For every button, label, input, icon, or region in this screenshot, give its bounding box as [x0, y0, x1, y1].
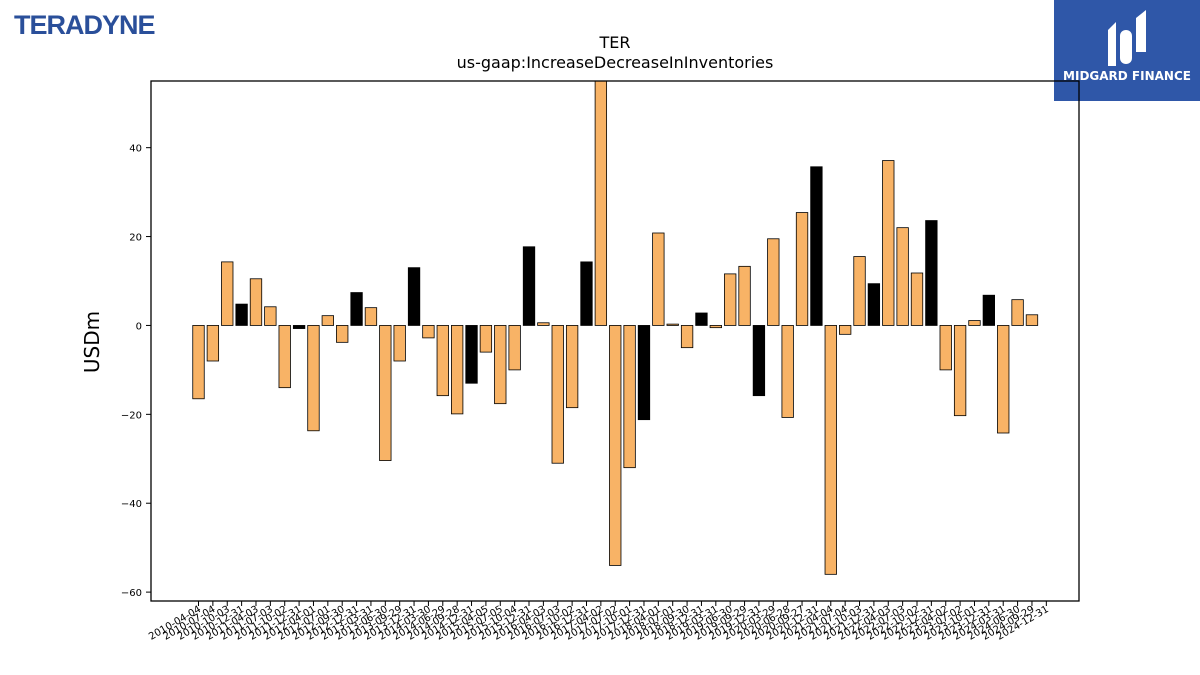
y-tick-label: −20 [121, 410, 142, 421]
bar [1025, 314, 1039, 326]
bar [680, 325, 694, 349]
bar [968, 320, 981, 326]
bar [695, 312, 708, 326]
bar [810, 166, 823, 326]
bar [422, 325, 435, 339]
bar [997, 325, 1010, 434]
bar [594, 81, 608, 326]
bar [235, 303, 248, 326]
bar [839, 325, 852, 335]
bar [795, 212, 809, 326]
bar [379, 325, 392, 461]
y-tick-label: 20 [129, 233, 142, 244]
bar [292, 325, 306, 329]
bar [264, 306, 277, 326]
bar [336, 325, 349, 343]
bar [1011, 299, 1024, 326]
bar [882, 160, 895, 326]
bar [278, 325, 291, 389]
bar [982, 294, 995, 326]
bar [623, 325, 636, 469]
bar [853, 256, 866, 326]
bar [939, 325, 952, 371]
teradyne-logo: TERADYNE [14, 10, 156, 40]
bar [192, 325, 205, 400]
y-axis: −60 −40 −20 0 20 40 [121, 144, 151, 599]
midgard-finance-badge: MIDGARD FINANCE [1054, 0, 1200, 101]
bar [436, 325, 449, 397]
bar [522, 246, 536, 326]
bar [609, 325, 622, 566]
y-tick-label: 40 [129, 144, 142, 155]
bar [896, 227, 909, 326]
bar [393, 325, 406, 362]
bar [910, 272, 924, 326]
bar [551, 325, 564, 464]
bar [824, 325, 837, 575]
bar [307, 325, 320, 432]
bar [407, 267, 421, 326]
bar [953, 325, 967, 417]
bar [465, 325, 478, 384]
y-tick-label: 0 [136, 321, 142, 332]
y-tick-label: −60 [121, 588, 142, 599]
x-axis: 2010-04-042010-07-042010-10-032010-12-31… [147, 601, 1051, 643]
bar [781, 325, 794, 418]
plot-frame [150, 80, 1080, 602]
bar [537, 322, 550, 326]
bar [867, 283, 881, 326]
bar [321, 315, 334, 326]
bar [925, 220, 938, 326]
bar [580, 261, 593, 326]
y-tick-label: −40 [121, 499, 142, 510]
bar [752, 325, 766, 397]
bar [666, 323, 679, 326]
bar [350, 292, 363, 326]
bar [494, 325, 507, 405]
chart-subtitle: us-gaap:IncreaseDecreaseInInventories [457, 53, 774, 72]
bar [637, 325, 651, 421]
bar [364, 307, 378, 326]
y-axis-label: USDm [80, 311, 104, 373]
bar [767, 238, 780, 326]
bar [652, 232, 665, 326]
logo-mark-icon [1108, 10, 1146, 66]
bar [221, 261, 234, 326]
bar [451, 325, 464, 415]
bar-series [192, 81, 1039, 575]
bar [479, 325, 493, 353]
bar [206, 325, 220, 362]
bar [738, 265, 751, 326]
bar [565, 325, 579, 409]
bar [249, 278, 263, 326]
bar [508, 325, 521, 371]
bar [724, 273, 737, 326]
bar [709, 325, 722, 329]
sponsor-name: MIDGARD FINANCE [1063, 69, 1191, 83]
chart-title: TER [599, 33, 631, 52]
